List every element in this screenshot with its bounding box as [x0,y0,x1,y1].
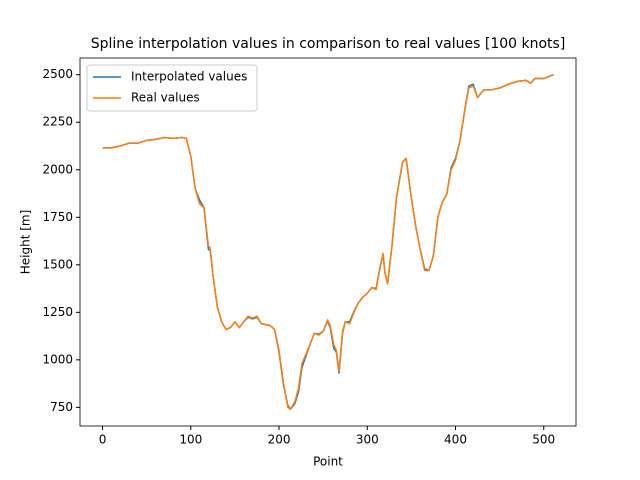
y-tick-label: 1750 [42,210,73,224]
x-tick-label: 300 [356,433,379,447]
legend-box [86,64,258,112]
y-tick-label: 1250 [42,305,73,319]
x-tick-label: 400 [444,433,467,447]
x-tick-label: 0 [99,433,107,447]
data-line [102,74,554,411]
y-tick-label: 2000 [42,162,73,176]
y-axis-label: Height [m] [19,210,33,275]
y-tick-label: 1000 [42,352,73,366]
y-tick-label: 1500 [42,257,73,271]
legend-label: Real values [131,91,200,105]
x-tick-label: 500 [532,433,555,447]
x-tick-label: 100 [179,433,202,447]
plot-frame [79,57,577,427]
y-tick-label: 2500 [42,67,73,81]
x-axis-label: Point [313,455,343,469]
y-tick-label: 750 [50,400,73,414]
x-tick-label: 200 [268,433,291,447]
y-tick-label: 2250 [42,115,73,129]
chart-title: Spline interpolation values in compariso… [91,36,566,52]
legend-label: Interpolated values [131,70,247,84]
